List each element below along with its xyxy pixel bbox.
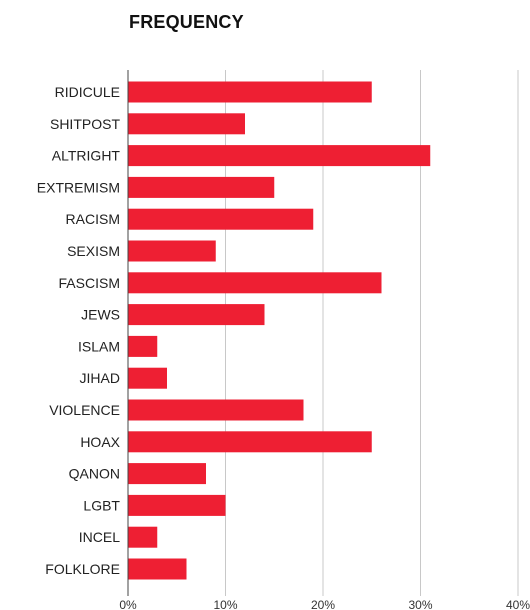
x-tick-label: 30% <box>408 598 432 610</box>
bar <box>128 558 187 580</box>
category-label: RACISM <box>66 211 120 227</box>
category-label: INCEL <box>79 529 120 545</box>
bar <box>128 304 265 326</box>
x-tick-label: 40% <box>506 598 530 610</box>
bar <box>128 431 372 453</box>
bar <box>128 113 245 135</box>
category-label: ISLAM <box>78 338 120 354</box>
category-label: JIHAD <box>80 370 120 386</box>
bar <box>128 208 314 230</box>
category-label: SHITPOST <box>50 116 120 132</box>
category-label: ALTRIGHT <box>52 148 121 164</box>
bar <box>128 463 206 485</box>
category-label: SEXISM <box>67 243 120 259</box>
bar <box>128 81 372 103</box>
chart-title: FREQUENCY <box>129 12 244 32</box>
category-label: QANON <box>69 466 120 482</box>
category-label: VIOLENCE <box>49 402 120 418</box>
x-tick-label: 0% <box>119 598 137 610</box>
category-label: RIDICULE <box>55 84 120 100</box>
bar <box>128 367 167 389</box>
category-label: EXTREMISM <box>37 179 120 195</box>
bar <box>128 145 431 167</box>
bar <box>128 494 226 516</box>
x-tick-label: 10% <box>213 598 237 610</box>
category-label: JEWS <box>81 307 120 323</box>
bar <box>128 526 158 548</box>
bar <box>128 335 158 357</box>
category-label: FOLKLORE <box>45 561 120 577</box>
category-label: HOAX <box>80 434 120 450</box>
category-label: FASCISM <box>59 275 120 291</box>
bar <box>128 240 216 262</box>
bar <box>128 399 304 421</box>
bar <box>128 176 275 198</box>
category-label: LGBT <box>83 497 120 513</box>
x-tick-label: 20% <box>311 598 335 610</box>
bar <box>128 272 382 294</box>
